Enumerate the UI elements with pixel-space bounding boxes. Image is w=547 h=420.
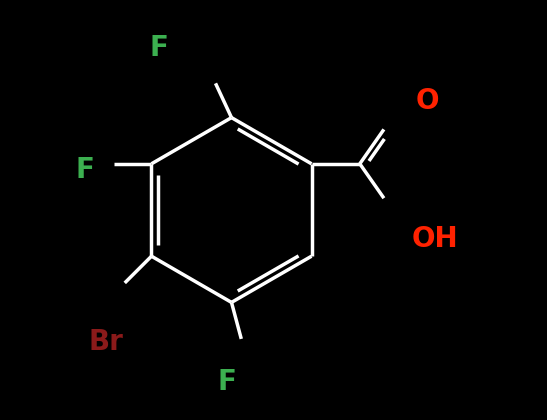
Text: F: F bbox=[75, 156, 94, 184]
Text: O: O bbox=[416, 87, 439, 115]
Text: F: F bbox=[150, 34, 168, 62]
Text: Br: Br bbox=[88, 328, 123, 356]
Text: F: F bbox=[217, 368, 236, 396]
Text: OH: OH bbox=[411, 226, 458, 253]
